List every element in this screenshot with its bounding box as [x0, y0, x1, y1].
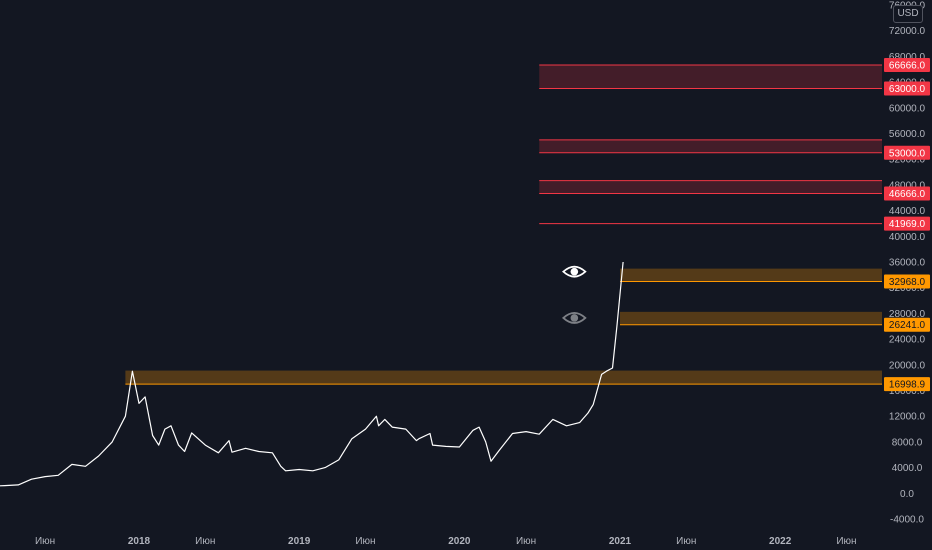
y-tick-label: 32000.0 [889, 283, 926, 294]
price-tag-bg [884, 216, 930, 231]
y-tick-label: -4000.0 [890, 515, 924, 526]
eye-icon-hidden[interactable] [562, 312, 587, 324]
y-tick-label: 4000.0 [892, 463, 923, 474]
resistance-zone [539, 64, 882, 89]
eye-pupil [570, 267, 579, 276]
y-tick-label: 0.0 [900, 489, 914, 500]
price-tag-bg [884, 186, 930, 201]
y-tick-label: 8000.0 [892, 437, 923, 448]
y-tick-label: 36000.0 [889, 258, 926, 269]
price-tag-bg [884, 81, 930, 96]
support-zone [620, 268, 882, 282]
price-tag-bg [884, 57, 930, 72]
x-tick-label: Июн [355, 536, 375, 547]
y-tick-label: 52000.0 [889, 155, 926, 166]
resistance-zone [539, 180, 882, 194]
y-tick-label: 20000.0 [889, 360, 926, 371]
x-tick-label: Июн [516, 536, 536, 547]
price-tag-label: 46666.0 [889, 189, 926, 200]
price-tag-label: 53000.0 [889, 148, 926, 159]
y-tick-label: 56000.0 [889, 129, 926, 140]
zone-layer [125, 64, 882, 385]
price-tag-label: 32968.0 [889, 277, 926, 288]
eye-outline [562, 265, 587, 278]
price-tag-bg [884, 274, 930, 289]
y-tick-label: 12000.0 [889, 412, 926, 423]
y-tick-label: 68000.0 [889, 52, 926, 63]
eye-outline [562, 312, 587, 324]
support-zone [620, 311, 882, 325]
support-zone [125, 370, 882, 385]
price-tag: 26241.0 [884, 317, 930, 332]
price-tag-bg [884, 145, 930, 160]
price-tag: 66666.0 [884, 57, 930, 72]
x-tick-label: 2019 [288, 536, 311, 547]
price-tag-label: 41969.0 [889, 219, 926, 230]
eye-icon-visible[interactable] [562, 265, 587, 278]
price-tag-label: 16998.9 [889, 380, 926, 391]
series-layer [0, 261, 624, 487]
price-tag: 46666.0 [884, 186, 930, 201]
y-tick-label: 60000.0 [889, 103, 926, 114]
price-tag: 32968.0 [884, 274, 930, 289]
x-tick-label: Июн [676, 536, 696, 547]
eye-pupil [570, 314, 579, 322]
x-tick-label: 2022 [769, 536, 792, 547]
x-tick-label: 2021 [609, 536, 632, 547]
x-tick-label: Июн [195, 536, 215, 547]
time-axis[interactable]: Июн 2018 Июн 2019 Июн 2020 Июн 2021 Июн 2022 Июн [35, 536, 857, 547]
price-tag-bg [884, 377, 930, 392]
y-tick-label: 28000.0 [889, 309, 926, 320]
price-tag-label: 26241.0 [889, 320, 926, 331]
y-tick-label: 48000.0 [889, 180, 926, 191]
price-axis[interactable]: -4000.0 0.0 4000.0 8000.0 12000.0 16000.0 2000… [889, 1, 926, 526]
y-tick-label: 40000.0 [889, 232, 926, 243]
price-tag: 53000.0 [884, 145, 930, 160]
price-tag: 41969.0 [884, 216, 930, 231]
price-tag: 63000.0 [884, 81, 930, 96]
price-tag-bg [884, 317, 930, 332]
x-tick-label: 2020 [448, 536, 471, 547]
icon-layer [562, 265, 587, 324]
y-tick-label: 24000.0 [889, 335, 926, 346]
y-tick-label: 72000.0 [889, 26, 926, 37]
x-tick-label: 2018 [128, 536, 151, 547]
price-tag-layer: 66666.0 63000.0 53000.0 46666.0 41969.0 32968… [884, 57, 930, 392]
price-tag-label: 63000.0 [889, 84, 926, 95]
y-tick-label: 44000.0 [889, 206, 926, 217]
currency-badge[interactable]: USD [893, 5, 923, 23]
price-series-line [0, 261, 624, 487]
x-tick-label: Июн [836, 536, 856, 547]
price-tag-label: 66666.0 [889, 60, 926, 71]
resistance-zone [539, 139, 882, 153]
y-tick-label: 16000.0 [889, 386, 926, 397]
x-tick-label: Июн [35, 536, 55, 547]
price-tag: 16998.9 [884, 377, 930, 392]
